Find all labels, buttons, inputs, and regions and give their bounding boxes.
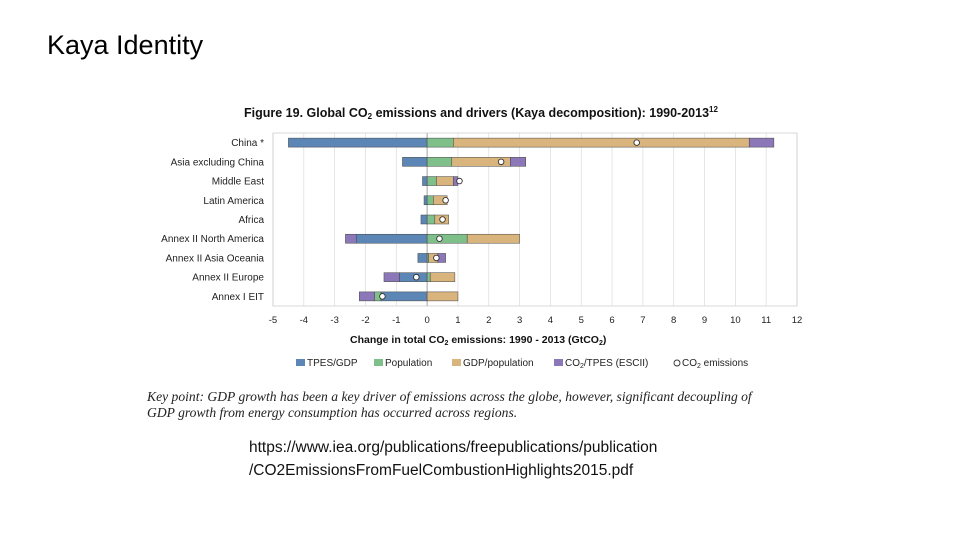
bar-segment [466,233,520,244]
x-axis-label-sub2: 2 [599,340,603,347]
x-tick-label: 3 [517,315,522,326]
bar-segment [426,233,468,244]
bar-segment [417,253,428,263]
y-category-label: Annex II Asia Oceania [166,253,265,264]
x-tick-label: 8 [671,315,676,326]
legend: TPES/GDP Population GDP/population CO2/T… [296,358,748,370]
y-category-label: Latin America [203,196,264,207]
bar-segment [426,214,436,225]
bar-segment [426,137,454,148]
plot-border [272,132,798,307]
x-axis-label: Change in total CO2 emissions: 1990 - 20… [350,334,606,347]
legend-label-gdp-population: GDP/population [463,358,534,369]
key-point-caption: Key point: GDP growth has been a key dri… [147,389,827,421]
x-tick-label: 10 [730,315,741,326]
bar-segment [359,291,375,302]
co2-emissions-marker [413,273,420,281]
bar-segment [402,157,428,167]
y-category-label: Middle East [212,177,264,188]
bar-segment [423,195,428,206]
bar-segment [380,291,428,302]
plot-area [272,132,798,307]
source-url[interactable]: https://www.iea.org/publications/freepub… [249,436,657,482]
co2-emissions-marker [433,254,440,262]
y-category-label: Annex I EIT [212,292,264,303]
bar-segment [420,214,428,225]
bar-segment [422,176,428,186]
x-tick-label: 11 [761,315,771,326]
bar-segment [426,291,459,302]
bar-segment [426,157,453,167]
chart-title-rest: emissions and drivers (Kaya decompositio… [372,106,709,120]
bars [288,137,775,302]
legend-label-tpes-gdp: TPES/GDP [307,358,358,369]
co2-emissions-marker [497,158,505,166]
co2-emissions-marker [442,197,449,204]
x-tick-label: 1 [455,315,460,326]
y-category-label: Africa [238,215,264,226]
chart-title-sup: 12 [709,105,718,114]
legend-label-co2-emissions: CO2 emissions [682,358,748,370]
x-tick-label: 12 [792,315,803,326]
slide-title: Kaya Identity [47,30,204,60]
x-axis-label-end: ) [603,334,607,346]
legend-swatch-gdp-population [452,359,461,366]
bar-segment [288,137,428,148]
y-category-label: Annex II North America [161,234,264,245]
x-tick-label: 7 [640,315,645,326]
x-tick-label: -1 [392,315,400,326]
bar-segment [426,176,437,186]
y-category-label: Annex II Europe [192,273,264,284]
chart-title-sub: 2 [368,112,373,121]
x-axis: -5 -4 -3 -2 -1 0 1 2 3 4 5 6 7 8 9 10 11 12 [269,315,803,326]
co2-emissions-marker [633,139,640,146]
co2-emissions-marker [436,235,443,242]
x-tick-label: -4 [300,315,308,326]
bar-segment [429,272,456,282]
legend-marker-co2-emissions [673,359,681,367]
key-point-line-1: Key point: GDP growth has been a key dri… [147,389,752,404]
co2-emissions-marker [439,216,446,223]
x-tick-label: 4 [548,315,553,326]
x-tick-label: 2 [486,315,491,326]
co2-markers [379,139,640,300]
co2-emissions-marker [379,293,386,300]
bar-segment [453,137,750,148]
bar-segment [436,176,454,186]
y-axis: China * Asia excluding China Middle East La… [161,138,264,303]
y-category-label: Asia excluding China [171,157,265,168]
bar-segment [426,195,434,206]
chart-title: Figure 19. Global CO2 emissions and driv… [244,105,718,121]
x-tick-label: -2 [361,315,369,326]
x-tick-label: 5 [579,315,584,326]
y-category-label: China * [231,138,264,149]
key-point-line-2: GDP growth from energy consumption has o… [147,405,518,420]
x-axis-label-main: Change in total CO [350,334,445,346]
legend-swatch-co2-tpes [554,359,563,366]
source-url-line-1[interactable]: https://www.iea.org/publications/freepub… [249,439,658,456]
bar-segment [345,233,357,244]
bar-segment [748,137,775,148]
x-tick-label: 9 [702,315,707,326]
legend-label-population: Population [385,358,432,369]
bar-segment [383,272,400,282]
x-axis-label-sub: 2 [445,340,449,347]
x-tick-label: -3 [330,315,338,326]
co2-emissions-marker [456,177,463,185]
x-tick-label: 0 [424,315,429,326]
x-axis-label-rest: emissions: 1990 - 2013 (GtCO [448,334,599,346]
x-tick-label: -5 [269,315,277,326]
bar-segment [510,157,527,167]
source-url-line-2[interactable]: /CO2EmissionsFromFuelCombustionHighlight… [249,462,634,479]
x-tick-label: 6 [609,315,614,326]
bar-segment [355,233,428,244]
legend-label-co2-tpes: CO2/TPES (ESCII) [565,358,648,370]
bar-segment [426,272,431,282]
legend-swatch-tpes-gdp [296,359,305,366]
chart-title-main: Figure 19. Global CO [244,106,368,120]
legend-swatch-population [374,359,383,366]
